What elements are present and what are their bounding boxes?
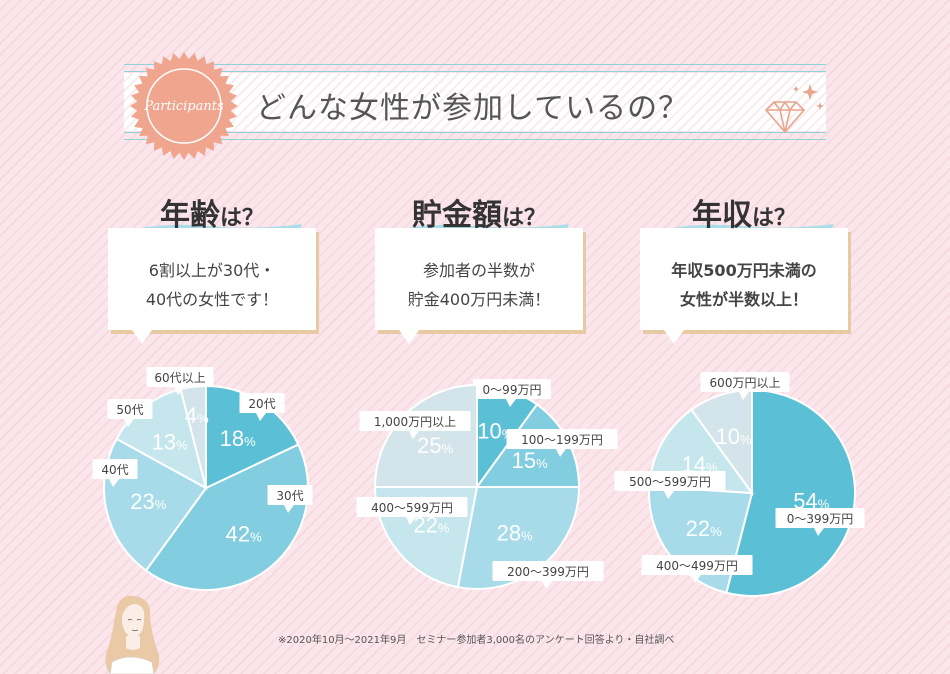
callout-text: 6割以上が30代・ 40代の女性です！	[108, 256, 316, 314]
pie-slice	[725, 388, 856, 597]
participants-badge: Participants	[130, 52, 238, 160]
chart-title-suffix: は？	[219, 206, 264, 231]
pie-category-label: 1,000万円以上	[359, 411, 471, 439]
svg-text:600万円以上: 600万円以上	[710, 376, 781, 390]
svg-text:20代: 20代	[248, 397, 275, 411]
callout-bubble: 参加者の半数が 貯金400万円未満！	[375, 228, 583, 344]
pie-chart: 54%0～399万円22%400～499万円14%500～599万円10%600…	[614, 372, 865, 597]
svg-text:50代: 50代	[116, 403, 143, 417]
callout-text: 年収500万円未満の 女性が半数以上！	[640, 256, 848, 314]
callout-line: 女性が半数以上！	[679, 290, 808, 309]
callout-tail	[399, 330, 419, 344]
pie-slice	[144, 443, 309, 591]
badge-text: Participants	[143, 99, 224, 114]
callout-tail	[132, 330, 152, 344]
chart-title-suffix: は？	[501, 206, 546, 231]
pie-percent-label: 22%	[686, 516, 722, 541]
svg-text:400～499万円: 400～499万円	[656, 559, 738, 573]
pie-category-label: 40代	[92, 459, 138, 487]
pie-category-label: 200～399万円	[492, 561, 604, 589]
callout-line: 6割以上が30代・	[148, 261, 276, 280]
callout-line: 貯金400万円未満！	[407, 290, 551, 309]
chart-title-suffix: は？	[751, 206, 796, 231]
svg-text:0～99万円: 0～99万円	[483, 383, 542, 397]
chart-title-main: 年齢	[159, 198, 220, 233]
pie-category-label: 400～499万円	[641, 555, 753, 583]
diamond-icon	[764, 84, 824, 134]
callout-line: 40代の女性です！	[145, 290, 279, 309]
svg-text:30代: 30代	[276, 489, 303, 503]
callout-text: 参加者の半数が 貯金400万円未満！	[375, 256, 583, 314]
svg-text:200～399万円: 200～399万円	[507, 565, 589, 579]
pie-category-label: 30代	[267, 485, 313, 513]
pie-category-label: 60代以上	[146, 367, 214, 395]
chart-title-main: 年収	[691, 198, 752, 233]
callout-bubble: 年収500万円未満の 女性が半数以上！	[640, 228, 848, 344]
svg-text:60代以上: 60代以上	[154, 371, 205, 385]
svg-text:1,000万円以上: 1,000万円以上	[374, 415, 456, 429]
pie-category-label: 50代	[107, 399, 153, 427]
woman-illustration	[105, 595, 160, 674]
pie-category-label: 0～99万円	[473, 379, 551, 407]
pie-percent-label: 13%	[152, 429, 188, 454]
pie-category-label: 600万円以上	[700, 372, 790, 400]
header-banner: どんな女性が参加しているの？	[124, 56, 826, 148]
callout-line: 参加者の半数が	[422, 261, 535, 280]
pie-category-label: 500～599万円	[614, 471, 726, 499]
svg-text:400～599万円: 400～599万円	[371, 501, 453, 515]
pie-category-label: 0～399万円	[775, 508, 865, 536]
callout-bubble: 6割以上が30代・ 40代の女性です！	[108, 228, 316, 344]
banner-bottom-line	[124, 132, 826, 140]
pie-percent-label: 15%	[512, 448, 548, 473]
svg-text:0～399万円: 0～399万円	[787, 512, 854, 526]
chart-title: 年収は？	[640, 190, 848, 234]
svg-text:500～599万円: 500～599万円	[629, 475, 711, 489]
banner-top-line	[124, 64, 826, 72]
page-title: どんな女性が参加しているの？	[256, 91, 690, 126]
callout-line: 年収500万円未満の	[671, 261, 817, 280]
chart-title: 年齢は？	[108, 190, 316, 234]
pie-category-label: 400～599万円	[356, 497, 468, 525]
chart-title: 貯金額は？	[375, 190, 583, 234]
pie-category-label: 100～199万円	[506, 429, 618, 457]
chart-title-main: 貯金額	[411, 198, 502, 233]
pie-category-label: 20代	[239, 393, 285, 421]
pie-chart: 10%0～99万円15%100～199万円28%200～399万円22%400～…	[356, 379, 618, 590]
callout-tail	[664, 330, 684, 344]
footnote: ※2020年10月～2021年9月 セミナー参加者3,000名のアンケート回答よ…	[278, 635, 675, 646]
banner-band	[124, 73, 826, 131]
svg-text:100～199万円: 100～199万円	[521, 433, 603, 447]
svg-text:40代: 40代	[101, 463, 128, 477]
